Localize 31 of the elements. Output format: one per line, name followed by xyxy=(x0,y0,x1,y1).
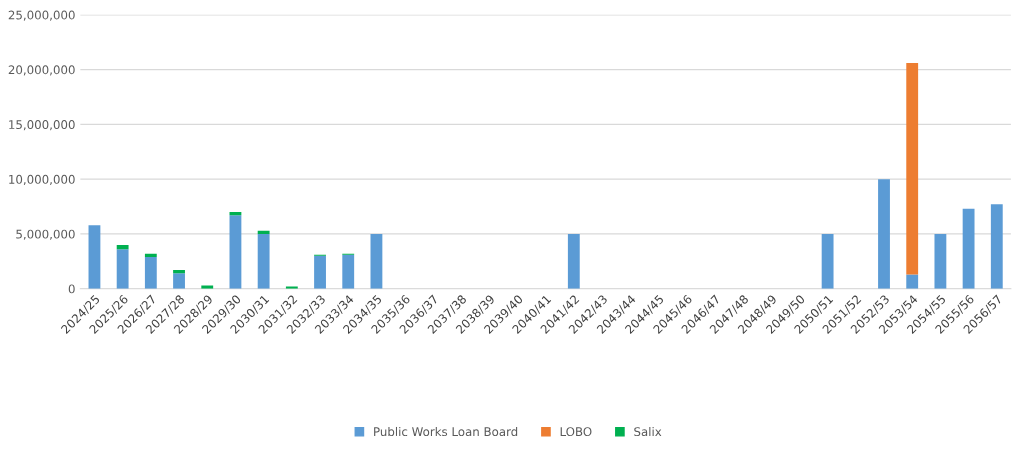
bar xyxy=(173,270,185,274)
bar xyxy=(906,63,919,275)
bar xyxy=(88,225,101,289)
bar xyxy=(257,233,270,289)
bar xyxy=(229,215,242,289)
legend-label: Salix xyxy=(634,426,662,437)
y-tick-label: 5,000,000 xyxy=(16,229,75,240)
y-tick-label: 0 xyxy=(68,284,75,294)
y-tick-label: 20,000,000 xyxy=(8,65,75,76)
bar xyxy=(878,179,890,289)
bar xyxy=(257,230,270,234)
bar xyxy=(116,249,129,289)
bar xyxy=(144,253,157,257)
bar xyxy=(934,233,947,289)
bar xyxy=(370,233,383,289)
y-tick-label: 15,000,000 xyxy=(9,120,75,131)
bar xyxy=(990,204,1003,289)
bar xyxy=(201,285,214,289)
y-tick-label: 25,000,000 xyxy=(8,10,75,21)
bar xyxy=(314,255,326,289)
bar xyxy=(116,244,129,250)
bar xyxy=(821,233,834,289)
bar xyxy=(906,274,919,289)
bar xyxy=(144,256,157,289)
legend-label: LOBO xyxy=(560,427,592,437)
bar xyxy=(962,208,975,289)
bar xyxy=(567,233,580,289)
bar xyxy=(173,273,185,289)
y-tick-label: 10,000,000 xyxy=(9,174,75,186)
legend-label: Public Works Loan Board xyxy=(374,426,518,437)
bar xyxy=(342,254,355,289)
